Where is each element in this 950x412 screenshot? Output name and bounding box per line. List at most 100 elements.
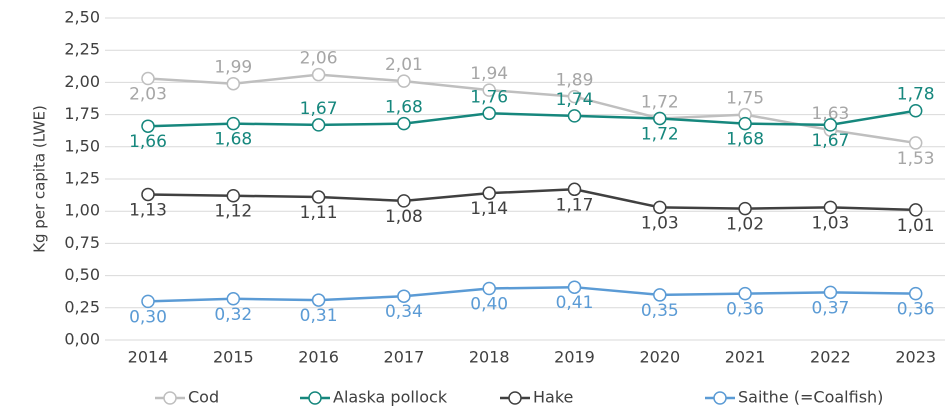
data-label: 0,35 [641, 301, 679, 321]
y-tick-label: 0,00 [64, 330, 100, 349]
y-tick-label: 2,50 [64, 8, 100, 27]
data-point [738, 286, 752, 301]
y-tick-label: 1,00 [64, 201, 100, 220]
data-point [653, 111, 667, 126]
data-point [482, 106, 496, 121]
data-label: 1,68 [385, 98, 423, 118]
data-label: 0,36 [726, 300, 764, 320]
data-point [482, 186, 496, 200]
y-tick-label: 2,25 [64, 40, 100, 59]
y-tick-label: 0,75 [64, 233, 100, 252]
data-point [567, 280, 582, 294]
legend-label: Cod [188, 388, 219, 407]
legend-label: Saithe (=Coalfish) [738, 388, 883, 407]
y-tick-label: 1,25 [64, 169, 100, 188]
data-point [567, 182, 582, 197]
x-tick-label: 2017 [384, 348, 425, 367]
data-label: 1,03 [641, 213, 679, 233]
data-point [397, 74, 411, 88]
series-line [147, 73, 916, 145]
data-label: 2,06 [300, 49, 338, 69]
y-tick-label: 2,00 [64, 72, 100, 91]
data-label: 1,53 [897, 149, 935, 169]
data-point [908, 203, 923, 217]
data-point [226, 76, 241, 91]
data-point [908, 286, 923, 301]
data-label: 1,12 [214, 202, 252, 222]
data-point [397, 289, 411, 303]
y-tick-label: 0,25 [64, 297, 100, 316]
data-point [567, 109, 582, 123]
legend-marker [163, 391, 177, 405]
data-label: 1,94 [470, 64, 508, 84]
data-point [226, 188, 241, 203]
y-tick-label: 1,50 [64, 136, 100, 155]
data-label: 1,74 [556, 90, 594, 110]
x-tick-label: 2018 [469, 348, 510, 367]
data-point [908, 103, 923, 118]
data-label: 0,34 [385, 302, 423, 322]
x-tick-label: 2014 [128, 348, 169, 367]
x-tick-label: 2016 [298, 348, 339, 367]
series-line [147, 188, 916, 212]
data-label: 0,30 [129, 307, 167, 327]
data-label: 1,14 [470, 199, 508, 219]
legend-label: Alaska pollock [333, 388, 448, 407]
data-point [226, 292, 241, 306]
data-point [311, 118, 326, 132]
data-label: 1,72 [641, 92, 679, 112]
data-point [738, 116, 752, 131]
x-tick-label: 2020 [639, 348, 680, 367]
data-label: 1,75 [726, 89, 764, 109]
y-tick-label: 1,75 [64, 104, 100, 123]
data-label: 1,68 [214, 130, 252, 150]
data-point [738, 201, 752, 216]
data-label: 0,40 [470, 294, 508, 314]
y-tick-label: 0,50 [64, 265, 100, 284]
data-label: 1,08 [385, 207, 423, 227]
data-point [397, 116, 411, 131]
data-point [226, 116, 241, 131]
data-label: 1,66 [129, 132, 167, 152]
data-label: 1,89 [556, 71, 594, 91]
series-line [147, 109, 916, 128]
data-label: 1,67 [300, 99, 338, 119]
data-label: 1,02 [726, 215, 764, 235]
data-label: 1,13 [129, 200, 167, 220]
data-point [311, 190, 326, 204]
data-point [823, 118, 838, 132]
x-tick-label: 2021 [725, 348, 766, 367]
legend-label: Hake [533, 388, 573, 407]
series-line [147, 285, 916, 303]
y-axis-title: Kg per capita (LWE) [31, 105, 49, 253]
data-point [311, 293, 326, 307]
data-label: 1,17 [556, 195, 594, 215]
data-label: 0,41 [556, 293, 594, 313]
data-label: 2,01 [385, 55, 423, 75]
data-point [397, 194, 411, 208]
data-label: 1,99 [214, 58, 252, 78]
x-tick-label: 2015 [213, 348, 254, 367]
data-point [567, 89, 582, 104]
legend-marker [308, 391, 322, 405]
data-point [141, 187, 155, 202]
data-label: 1,63 [811, 104, 849, 124]
data-point [311, 67, 326, 82]
data-label: 1,76 [470, 87, 508, 107]
legend-marker [508, 391, 522, 405]
x-tick-label: 2019 [554, 348, 595, 367]
data-label: 0,32 [214, 305, 252, 325]
data-label: 0,31 [300, 306, 338, 326]
data-label: 1,78 [897, 85, 935, 105]
data-label: 1,11 [300, 203, 338, 223]
data-label: 1,68 [726, 130, 764, 150]
data-point [823, 200, 838, 215]
data-point [141, 71, 155, 86]
data-label: 1,72 [641, 124, 679, 144]
data-point [141, 119, 155, 133]
data-label: 1,03 [811, 213, 849, 233]
data-label: 1,01 [897, 216, 935, 236]
data-point [653, 200, 667, 215]
x-tick-label: 2022 [810, 348, 851, 367]
